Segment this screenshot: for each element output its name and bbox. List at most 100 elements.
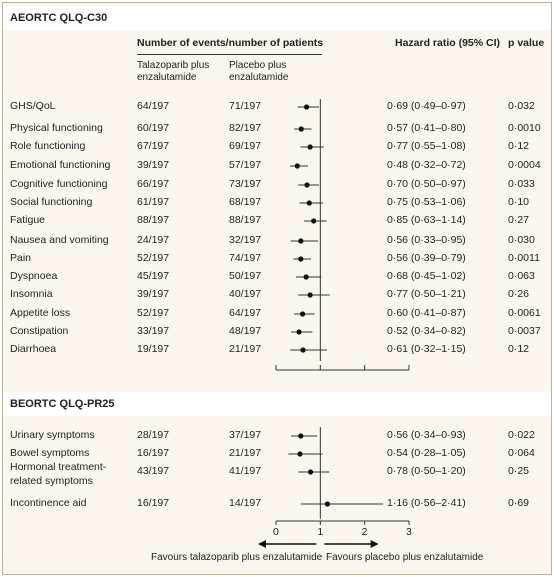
row-label: Hormonal treatment-	[10, 461, 107, 473]
row-arm2-events: 32/197	[229, 234, 262, 246]
x-tick-label: 0	[273, 526, 279, 538]
row-p-value: 0·69	[508, 497, 530, 509]
panel-a-title: AEORTC QLQ-C30	[10, 12, 107, 25]
row-hr-ci: 0·70 (0·50–0·97)	[387, 178, 466, 190]
row-arm1-events: 24/197	[137, 234, 170, 246]
row-label: Cognitive functioning	[10, 178, 108, 190]
row-p-value: 0·27	[508, 214, 530, 226]
x-tick-label: 2	[361, 526, 368, 538]
row-label: Fatigue	[10, 214, 46, 226]
row-p-value: 0·0037	[508, 325, 541, 337]
row-label: related symptoms	[10, 475, 93, 487]
row-p-value: 0·030	[508, 234, 535, 246]
row-label: Nausea and vomiting	[10, 234, 109, 246]
hr-point	[297, 451, 303, 457]
row-arm2-events: 37/197	[229, 429, 262, 441]
favours-left-label: Favours talazoparib plus enzalutamide	[151, 552, 323, 563]
row-arm1-events: 64/197	[137, 100, 170, 112]
row-hr-ci: 0·61 (0·32–1·15)	[387, 343, 466, 355]
row-p-value: 0·064	[508, 447, 535, 459]
row-arm2-events: 73/197	[229, 178, 262, 190]
row-hr-ci: 0·48 (0·32–0·72)	[387, 159, 466, 171]
hr-header: Hazard ratio (95% CI)	[395, 37, 501, 49]
hr-point	[303, 274, 309, 280]
row-arm1-events: 88/197	[137, 214, 170, 226]
row-arm1-events: 52/197	[137, 252, 170, 264]
row-p-value: 0·032	[508, 100, 535, 112]
row-p-value: 0·25	[508, 465, 530, 477]
panel-a-title-text: EORTC QLQ-C30	[17, 12, 108, 24]
panel-b-title-band: BEORTC QLQ-PR25	[3, 392, 551, 416]
hr-point	[304, 182, 310, 188]
row-hr-ci: 0·60 (0·41–0·87)	[387, 307, 466, 319]
row-hr-ci: 0·78 (0·50–1·20)	[387, 465, 466, 477]
row-hr-ci: 0·56 (0·34–0·93)	[387, 429, 466, 441]
row-label: Urinary symptoms	[10, 429, 95, 441]
row-label: Diarrhoea	[10, 343, 57, 355]
forest-plot-svg	[258, 99, 410, 548]
hr-point	[298, 256, 304, 262]
row-arm2-events: 50/197	[229, 270, 262, 282]
row-p-value: 0·10	[508, 196, 530, 208]
row-arm1-events: 61/197	[137, 196, 170, 208]
row-label: Role functioning	[10, 140, 86, 152]
favours-right-label: Favours placebo plus enzalutamide	[326, 552, 484, 563]
hr-point	[296, 329, 302, 335]
row-p-value: 0·0061	[508, 307, 541, 319]
row-arm1-events: 39/197	[137, 159, 170, 171]
hr-point	[307, 144, 313, 150]
row-arm2-events: 21/197	[229, 447, 262, 459]
row-arm2-events: 40/197	[229, 288, 262, 300]
hr-point	[300, 311, 306, 317]
arm2-header-line1: Placebo plus	[229, 60, 287, 71]
panel-b-letter: B	[10, 398, 18, 410]
row-p-value: 0·0010	[508, 122, 541, 134]
row-p-value: 0·022	[508, 429, 535, 441]
hr-point	[298, 433, 304, 439]
events-header-rule	[137, 54, 322, 55]
row-p-value: 0·12	[508, 343, 530, 355]
row-arm1-events: 28/197	[137, 429, 170, 441]
hr-point	[306, 200, 312, 206]
favours-left-arrow-head	[258, 540, 266, 548]
arm1-header-line2: enzalutamide	[137, 72, 197, 83]
row-hr-ci: 1·16 (0·56–2·41)	[387, 497, 466, 509]
row-arm2-events: 71/197	[229, 100, 262, 112]
row-hr-ci: 0·77 (0·55–1·08)	[387, 140, 466, 152]
row-arm2-events: 14/197	[229, 497, 262, 509]
panel-b-title: BEORTC QLQ-PR25	[10, 398, 115, 411]
row-label: Social functioning	[10, 196, 93, 208]
hr-point	[298, 126, 304, 132]
row-hr-ci: 0·56 (0·39–0·79)	[387, 252, 466, 264]
row-arm2-events: 68/197	[229, 196, 262, 208]
panel-a-letter: A	[10, 12, 18, 24]
row-hr-ci: 0·77 (0·50–1·21)	[387, 288, 466, 300]
row-p-value: 0·033	[508, 178, 535, 190]
row-hr-ci: 0·54 (0·28–1·05)	[387, 447, 466, 459]
hr-point	[324, 501, 331, 507]
row-arm1-events: 19/197	[137, 343, 170, 355]
panel-a-title-band: AEORTC QLQ-C30	[3, 6, 551, 30]
hr-point	[307, 469, 314, 475]
row-arm1-events: 16/197	[137, 497, 170, 509]
row-arm2-events: 69/197	[229, 140, 262, 152]
row-hr-ci: 0·57 (0·41–0·80)	[387, 122, 466, 134]
row-arm1-events: 16/197	[137, 447, 170, 459]
row-arm1-events: 33/197	[137, 325, 170, 337]
row-arm1-events: 67/197	[137, 140, 170, 152]
row-hr-ci: 0·52 (0·34–0·82)	[387, 325, 466, 337]
row-label: Dyspnoea	[10, 270, 58, 282]
row-p-value: 0·12	[508, 140, 530, 152]
row-hr-ci: 0·85 (0·63–1·14)	[387, 214, 466, 226]
row-arm1-events: 66/197	[137, 178, 170, 190]
row-arm2-events: 21/197	[229, 343, 262, 355]
row-label: Bowel symptoms	[10, 447, 90, 459]
row-arm1-events: 60/197	[137, 122, 170, 134]
row-arm2-events: 82/197	[229, 122, 262, 134]
row-hr-ci: 0·69 (0·49–0·97)	[387, 100, 466, 112]
row-arm2-events: 64/197	[229, 307, 262, 319]
row-arm1-events: 52/197	[137, 307, 170, 319]
hr-point	[303, 104, 310, 110]
row-arm2-events: 41/197	[229, 465, 262, 477]
